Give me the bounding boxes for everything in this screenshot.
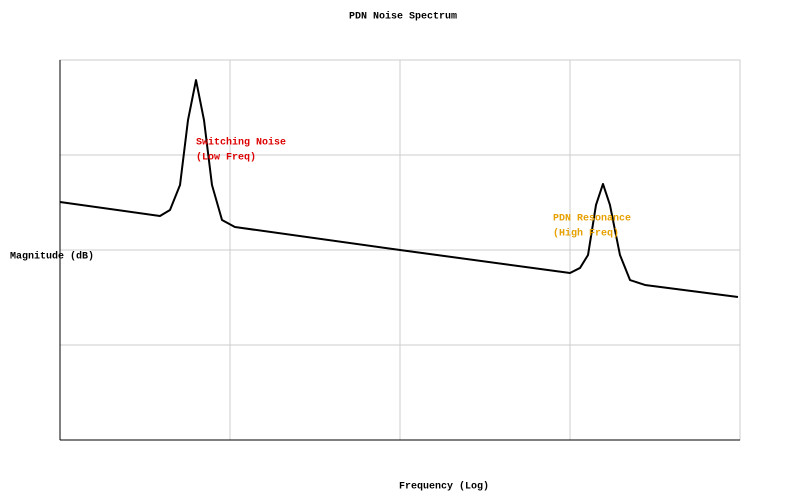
series-line	[59, 79, 739, 299]
y-axis-label: Magnitude (dB)	[10, 251, 94, 263]
annotation: (High Freq)	[553, 228, 619, 240]
annotation: PDN Resonance	[553, 214, 631, 225]
x-axis-label: Frequency (Log)	[399, 481, 489, 493]
chart-title: PDN Noise Spectrum	[349, 11, 457, 23]
annotation: (Low Freq)	[196, 152, 256, 164]
annotation: Switching Noise	[196, 137, 286, 149]
